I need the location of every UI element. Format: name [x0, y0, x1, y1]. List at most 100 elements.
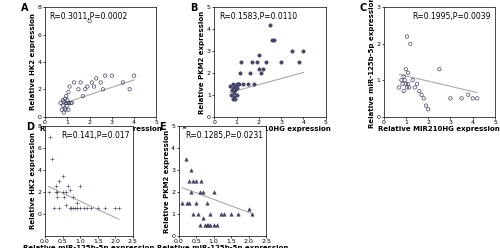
Point — [64, 90, 72, 94]
Point — [403, 86, 411, 90]
Point — [90, 85, 98, 89]
Point — [413, 82, 421, 86]
Point — [473, 96, 481, 100]
Point — [202, 223, 210, 227]
Point — [68, 101, 76, 105]
Point — [402, 67, 410, 71]
Point — [185, 179, 193, 183]
Point — [112, 206, 120, 210]
Point — [231, 84, 239, 88]
Point — [422, 104, 430, 108]
Point — [178, 201, 186, 205]
Y-axis label: Relative HK2 expression: Relative HK2 expression — [30, 14, 36, 110]
Point — [234, 82, 241, 86]
Point — [411, 86, 419, 90]
Point — [232, 86, 240, 90]
Point — [188, 179, 196, 183]
Text: R=0.1583,P=0.0110: R=0.1583,P=0.0110 — [219, 12, 297, 21]
Point — [55, 179, 63, 183]
X-axis label: Relative MIR210HG expression: Relative MIR210HG expression — [40, 126, 162, 132]
Point — [404, 71, 412, 75]
Point — [62, 203, 70, 207]
Point — [92, 76, 100, 80]
Point — [81, 87, 89, 91]
Point — [257, 71, 265, 75]
Point — [260, 66, 268, 70]
Point — [270, 38, 278, 42]
Point — [58, 190, 66, 194]
Point — [262, 60, 270, 64]
Point — [300, 49, 308, 53]
Point — [220, 212, 228, 216]
Point — [60, 104, 68, 108]
Point — [468, 96, 476, 100]
Point — [187, 190, 195, 194]
Point — [46, 135, 54, 139]
Point — [61, 97, 69, 101]
Point — [76, 80, 84, 84]
Point — [405, 86, 413, 90]
Point — [198, 179, 205, 183]
Point — [295, 60, 303, 64]
Point — [196, 223, 203, 227]
Point — [235, 82, 243, 86]
Point — [99, 87, 107, 91]
Point — [199, 190, 207, 194]
Point — [94, 206, 102, 210]
Y-axis label: Relative PKM2 expression: Relative PKM2 expression — [200, 10, 205, 114]
Point — [62, 108, 70, 112]
Point — [115, 206, 123, 210]
Point — [236, 71, 244, 75]
Point — [199, 216, 207, 220]
X-axis label: Relative MIR210HG expression: Relative MIR210HG expression — [378, 126, 500, 132]
Point — [268, 38, 276, 42]
Point — [56, 101, 64, 105]
Point — [196, 190, 203, 194]
Point — [184, 201, 192, 205]
Point — [201, 223, 209, 227]
Point — [255, 54, 263, 58]
Point — [246, 71, 254, 75]
Point — [83, 206, 91, 210]
Y-axis label: Relative PKM2 expression: Relative PKM2 expression — [164, 129, 170, 233]
Y-axis label: Relative miR-125b-5p expression: Relative miR-125b-5p expression — [369, 0, 375, 128]
Point — [416, 89, 424, 93]
Point — [66, 85, 74, 89]
Point — [248, 212, 256, 216]
Point — [101, 74, 109, 78]
Point — [71, 206, 79, 210]
Point — [408, 78, 416, 82]
Point — [213, 223, 221, 227]
Point — [187, 168, 195, 172]
Text: R=0.141,P=0.017: R=0.141,P=0.017 — [61, 131, 130, 140]
Point — [48, 157, 56, 161]
Point — [185, 201, 193, 205]
Point — [288, 49, 296, 53]
Point — [58, 174, 66, 178]
Point — [228, 212, 235, 216]
Point — [398, 82, 406, 86]
Point — [234, 212, 242, 216]
Point — [244, 82, 252, 86]
Point — [60, 106, 68, 110]
Point — [216, 212, 224, 216]
Point — [65, 101, 73, 105]
Point — [240, 82, 248, 86]
Point — [119, 80, 127, 84]
Point — [436, 67, 444, 71]
Point — [226, 84, 234, 88]
Point — [395, 86, 403, 90]
Point — [182, 157, 190, 161]
Point — [206, 223, 214, 227]
Point — [86, 206, 94, 210]
Point — [130, 74, 138, 78]
Point — [255, 66, 263, 70]
Point — [458, 96, 466, 100]
Point — [252, 60, 260, 64]
Point — [69, 195, 77, 199]
Point — [232, 97, 239, 101]
Point — [76, 206, 84, 210]
Point — [210, 223, 218, 227]
Point — [72, 201, 80, 205]
Point — [192, 201, 200, 205]
